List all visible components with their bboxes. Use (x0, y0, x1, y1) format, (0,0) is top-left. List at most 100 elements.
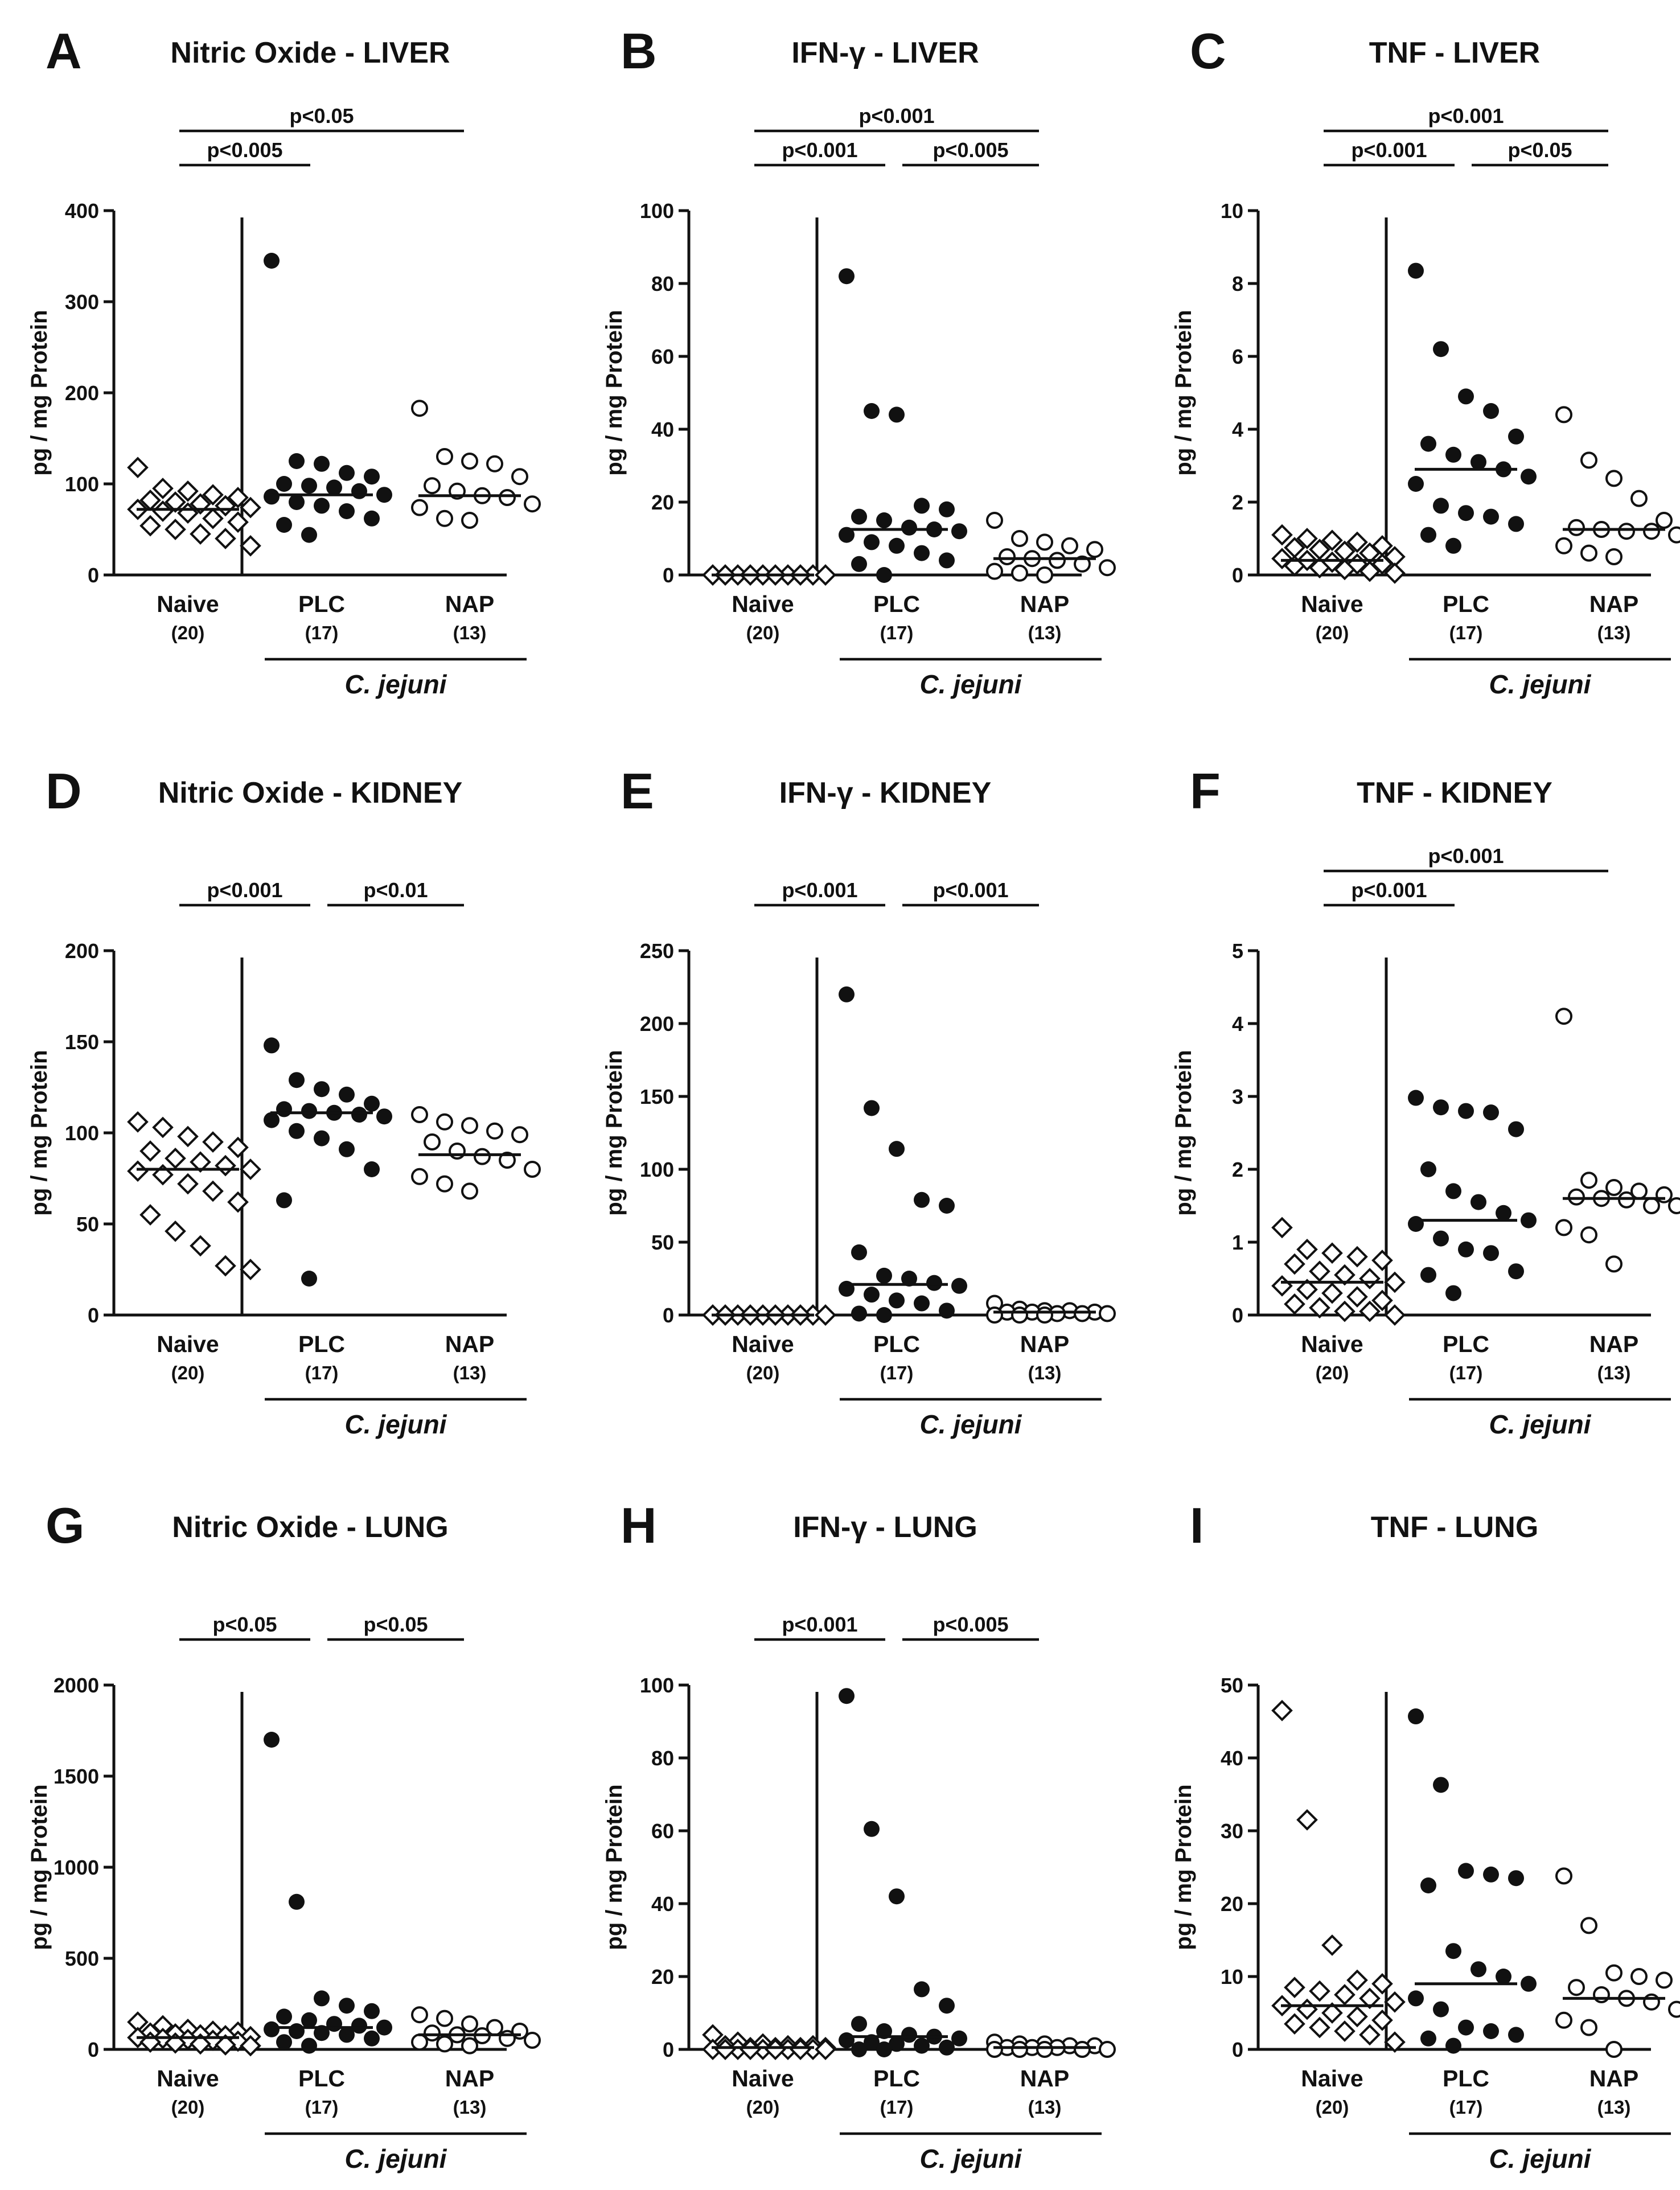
plc-point (914, 1295, 930, 1312)
naive-point (1384, 2031, 1406, 2053)
plc-point (1470, 1194, 1486, 1210)
plc-point (851, 1305, 867, 1322)
naive-point (1346, 1286, 1368, 1308)
naive-point (165, 1147, 186, 1169)
nap-point (1580, 451, 1597, 469)
plc-point (1508, 1870, 1524, 1887)
plc-point (939, 1198, 955, 1214)
naive-point (1384, 1991, 1406, 2013)
naive-point (139, 1204, 161, 1226)
category-label: Naive (157, 591, 219, 617)
plc-point (876, 512, 892, 528)
nap-point (1580, 2019, 1597, 2036)
naive-point (1359, 560, 1381, 582)
plc-point (314, 498, 330, 514)
nap-point (486, 455, 503, 472)
plc-point (1470, 454, 1486, 470)
plc-point (876, 1307, 892, 1323)
category-n: (13) (1028, 2097, 1062, 2118)
p-value-label: p<0.005 (207, 138, 282, 162)
plc-point (1508, 428, 1524, 445)
y-tick-label: 0 (88, 2038, 99, 2061)
nap-point (424, 2024, 441, 2042)
y-tick-label: 20 (1221, 1892, 1243, 1916)
y-axis-label: pg / mg Protein (27, 310, 52, 475)
plc-point (289, 1072, 305, 1088)
category-n: (13) (453, 2097, 487, 2118)
plc-point (1445, 1183, 1461, 1199)
plc-point (1458, 1103, 1474, 1119)
panel-letter: F (1190, 763, 1221, 819)
nap-point (449, 1143, 466, 1160)
panel-title: TNF - LUNG (1371, 1511, 1539, 1544)
category-n: (13) (1597, 622, 1631, 643)
naive-point (227, 1136, 249, 1158)
category-label: Naive (1301, 1331, 1363, 1357)
plc-point (264, 1112, 280, 1128)
nap-point (1605, 548, 1623, 565)
group-label: C. jejuni (1489, 1410, 1592, 1439)
panel-letter: C (1190, 23, 1226, 79)
plc-point (876, 567, 892, 583)
naive-point (165, 519, 186, 540)
naive-point (1271, 1699, 1293, 1721)
y-tick-label: 2000 (54, 1674, 99, 1697)
nap-point (1555, 2011, 1572, 2029)
plc-point (1445, 2037, 1461, 2054)
naive-point (139, 515, 161, 537)
plc-point (351, 483, 367, 499)
nap-point (1099, 2041, 1116, 2058)
plc-point (1508, 516, 1524, 532)
y-tick-label: 80 (651, 1747, 674, 1770)
nap-point (1099, 559, 1116, 577)
category-n: (17) (880, 2097, 914, 2118)
group-label: C. jejuni (345, 669, 447, 699)
plc-point (889, 537, 905, 554)
naive-point (1284, 1253, 1305, 1275)
y-tick-label: 100 (640, 199, 674, 223)
plc-point (839, 268, 855, 285)
naive-point (1309, 1980, 1330, 2002)
plc-point (914, 498, 930, 514)
nap-point (524, 1161, 541, 1178)
nap-point (411, 2006, 428, 2024)
y-tick-label: 500 (65, 1947, 99, 1970)
plc-point (376, 1108, 392, 1125)
naive-point (177, 1125, 199, 1148)
nap-point (1011, 564, 1028, 582)
p-value-label: p<0.001 (782, 1613, 857, 1636)
nap-point (461, 512, 478, 529)
plc-point (851, 508, 867, 525)
y-tick-label: 4 (1232, 1012, 1243, 1036)
plc-point (376, 2019, 392, 2036)
plc-point (276, 2008, 292, 2025)
nap-point (1074, 2041, 1091, 2058)
p-value-label: p<0.001 (1428, 104, 1504, 128)
nap-point (1036, 566, 1053, 584)
nap-point (411, 2033, 428, 2051)
plc-point (339, 2027, 355, 2043)
y-tick-label: 10 (1221, 1965, 1243, 1988)
nap-point (499, 1152, 516, 1169)
plc-point (1483, 403, 1499, 419)
plc-point (889, 1888, 905, 1905)
y-axis-label: pg / mg Protein (602, 310, 627, 475)
naive-point (815, 1304, 836, 1326)
category-n: (20) (1316, 1362, 1349, 1383)
plc-point (326, 479, 342, 496)
y-tick-label: 50 (1221, 1674, 1243, 1697)
naive-point (177, 1173, 199, 1195)
plc-point (364, 2003, 380, 2019)
category-n: (17) (305, 1362, 339, 1383)
category-label: NAP (1589, 591, 1639, 617)
nap-point (999, 548, 1016, 565)
nap-point (986, 1306, 1003, 1324)
plc-point (1483, 2023, 1499, 2039)
nap-point (1593, 1986, 1610, 2003)
naive-point (1346, 2006, 1368, 2028)
y-tick-label: 250 (640, 939, 674, 963)
plc-point (364, 1161, 380, 1177)
plc-point (1408, 1708, 1424, 1725)
nap-point (436, 1113, 453, 1131)
plc-point (264, 2021, 280, 2037)
